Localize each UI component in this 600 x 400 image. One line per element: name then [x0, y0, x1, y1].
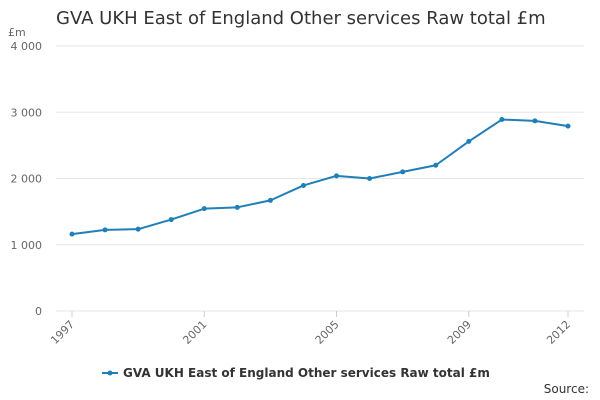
data-point[interactable] — [201, 206, 207, 212]
data-point[interactable] — [267, 197, 273, 203]
data-point[interactable] — [334, 173, 340, 179]
data-point[interactable] — [168, 217, 174, 223]
x-tick-label: 1997 — [48, 318, 77, 347]
gridlines — [56, 45, 584, 312]
data-point[interactable] — [300, 182, 306, 188]
data-point[interactable] — [69, 231, 75, 237]
data-point[interactable] — [234, 204, 240, 210]
data-point[interactable] — [466, 138, 472, 144]
y-axis-unit-label: £m — [8, 26, 26, 39]
data-point[interactable] — [433, 162, 439, 168]
x-axis-ticks: 1997 2001 2005 2009 2012 — [48, 311, 573, 347]
y-tick-label: 3 000 — [11, 106, 43, 119]
source-label: Source: — [544, 382, 589, 396]
y-tick-label: 0 — [35, 305, 42, 318]
x-tick-label: 2001 — [180, 318, 209, 347]
x-tick-label: 2009 — [445, 318, 474, 347]
data-point[interactable] — [367, 176, 373, 181]
y-tick-label: 2 000 — [11, 173, 43, 186]
series-line — [71, 118, 569, 236]
data-point[interactable] — [400, 169, 406, 175]
y-axis-tick-labels: 0 1 000 2 000 3 000 4 000 — [11, 40, 43, 318]
data-point[interactable] — [135, 226, 141, 232]
legend[interactable]: GVA UKH East of England Other services R… — [102, 366, 490, 380]
data-point[interactable] — [499, 117, 505, 123]
chart-title: GVA UKH East of England Other services R… — [56, 8, 546, 29]
legend-swatch-marker — [107, 370, 113, 376]
legend-label: GVA UKH East of England Other services R… — [123, 366, 490, 380]
x-tick-label: 2012 — [544, 318, 573, 347]
series-layer — [69, 117, 571, 237]
data-point[interactable] — [532, 118, 538, 124]
y-tick-label: 4 000 — [11, 40, 43, 53]
x-tick-label: 2005 — [313, 318, 342, 347]
data-point[interactable] — [102, 227, 108, 233]
y-tick-label: 1 000 — [11, 239, 43, 252]
data-point[interactable] — [565, 123, 571, 129]
